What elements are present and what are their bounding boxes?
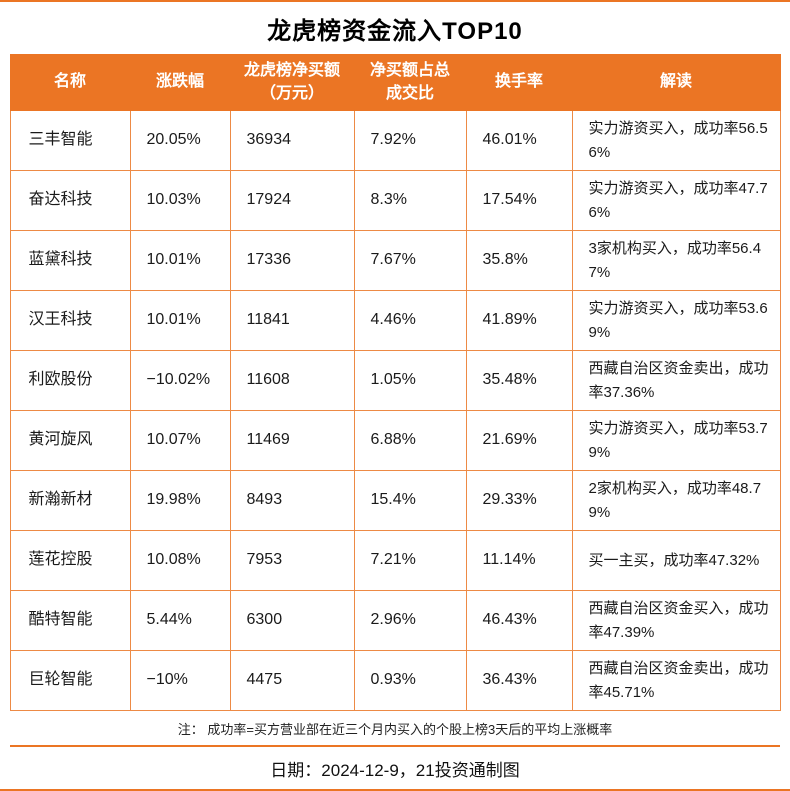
change-pct-cell: −10% bbox=[129, 650, 231, 711]
turnover-rate-cell: 46.43% bbox=[465, 590, 573, 651]
net-buy-ratio-cell: 7.92% bbox=[353, 110, 467, 171]
interpretation-cell: 西藏自治区资金卖出，成功率45.71% bbox=[571, 650, 781, 711]
net-buy-ratio-cell: 6.88% bbox=[353, 410, 467, 471]
stock-name-cell: 奋达科技 bbox=[9, 170, 131, 231]
change-pct-cell: 10.01% bbox=[129, 230, 231, 291]
net-buy-amount-cell: 11841 bbox=[229, 290, 355, 351]
table-header: 名称 涨跌幅 龙虎榜净买额（万元） 净买额占总成交比 换手率 解读 bbox=[9, 54, 781, 111]
net-buy-amount-cell: 36934 bbox=[229, 110, 355, 171]
table-body: 三丰智能 20.05% 36934 7.92% 46.01% 实力游资买入，成功率56.5… bbox=[9, 110, 781, 711]
interpretation-cell: 西藏自治区资金买入，成功率47.39% bbox=[571, 590, 781, 651]
net-buy-ratio-cell: 2.96% bbox=[353, 590, 467, 651]
table-row: 汉王科技 10.01% 11841 4.46% 41.89% 实力游资买入，成功率53.6… bbox=[9, 290, 781, 351]
stock-name-cell: 黄河旋风 bbox=[9, 410, 131, 471]
note-divider bbox=[10, 745, 780, 747]
change-pct-cell: 5.44% bbox=[129, 590, 231, 651]
net-buy-amount-cell: 7953 bbox=[229, 530, 355, 591]
net-buy-amount-cell: 17336 bbox=[229, 230, 355, 291]
change-pct-cell: 10.03% bbox=[129, 170, 231, 231]
turnover-rate-cell: 35.48% bbox=[465, 350, 573, 411]
change-pct-cell: 10.07% bbox=[129, 410, 231, 471]
net-buy-amount-cell: 11608 bbox=[229, 350, 355, 411]
interpretation-cell: 买一主买，成功率47.32% bbox=[571, 530, 781, 591]
net-buy-ratio-cell: 15.4% bbox=[353, 470, 467, 531]
turnover-rate-cell: 17.54% bbox=[465, 170, 573, 231]
net-buy-ratio-cell: 8.3% bbox=[353, 170, 467, 231]
column-header-net-buy-amount: 龙虎榜净买额（万元） bbox=[229, 54, 355, 111]
table-row: 巨轮智能 −10% 4475 0.93% 36.43% 西藏自治区资金卖出，成功率45.7… bbox=[9, 650, 781, 711]
net-buy-amount-cell: 8493 bbox=[229, 470, 355, 531]
net-buy-ratio-cell: 4.46% bbox=[353, 290, 467, 351]
column-header-net-buy-ratio: 净买额占总成交比 bbox=[353, 54, 467, 111]
header-row: 名称 涨跌幅 龙虎榜净买额（万元） 净买额占总成交比 换手率 解读 bbox=[9, 54, 781, 111]
change-pct-cell: 20.05% bbox=[129, 110, 231, 171]
interpretation-cell: 3家机构买入，成功率56.47% bbox=[571, 230, 781, 291]
net-buy-ratio-cell: 0.93% bbox=[353, 650, 467, 711]
net-buy-ratio-cell: 7.67% bbox=[353, 230, 467, 291]
interpretation-cell: 实力游资买入，成功率47.76% bbox=[571, 170, 781, 231]
change-pct-cell: 19.98% bbox=[129, 470, 231, 531]
net-buy-amount-cell: 17924 bbox=[229, 170, 355, 231]
table-row: 酷特智能 5.44% 6300 2.96% 46.43% 西藏自治区资金买入，成功率47.… bbox=[9, 590, 781, 651]
net-buy-ratio-cell: 7.21% bbox=[353, 530, 467, 591]
net-buy-amount-cell: 4475 bbox=[229, 650, 355, 711]
net-buy-amount-cell: 11469 bbox=[229, 410, 355, 471]
column-header-stock-name: 名称 bbox=[9, 54, 131, 111]
change-pct-cell: 10.01% bbox=[129, 290, 231, 351]
turnover-rate-cell: 35.8% bbox=[465, 230, 573, 291]
net-buy-ratio-cell: 1.05% bbox=[353, 350, 467, 411]
stock-name-cell: 三丰智能 bbox=[9, 110, 131, 171]
interpretation-cell: 实力游资买入，成功率56.56% bbox=[571, 110, 781, 171]
change-pct-cell: 10.08% bbox=[129, 530, 231, 591]
table-row: 利欧股份 −10.02% 11608 1.05% 35.48% 西藏自治区资金卖出，成功率… bbox=[9, 350, 781, 411]
turnover-rate-cell: 29.33% bbox=[465, 470, 573, 531]
column-header-turnover-rate: 换手率 bbox=[465, 54, 573, 111]
net-buy-amount-cell: 6300 bbox=[229, 590, 355, 651]
table-row: 三丰智能 20.05% 36934 7.92% 46.01% 实力游资买入，成功率56.5… bbox=[9, 110, 781, 171]
footer-date: 日期：2024-12-9，21投资通制图 bbox=[270, 761, 520, 780]
turnover-rate-cell: 11.14% bbox=[465, 530, 573, 591]
stock-name-cell: 莲花控股 bbox=[9, 530, 131, 591]
column-header-interpretation: 解读 bbox=[571, 54, 781, 111]
turnover-rate-cell: 21.69% bbox=[465, 410, 573, 471]
stock-name-cell: 新瀚新材 bbox=[9, 470, 131, 531]
top-divider bbox=[0, 0, 790, 2]
stock-name-cell: 汉王科技 bbox=[9, 290, 131, 351]
table-row: 奋达科技 10.03% 17924 8.3% 17.54% 实力游资买入，成功率47.76… bbox=[9, 170, 781, 231]
page-title: 龙虎榜资金流入TOP10 bbox=[267, 18, 523, 45]
interpretation-cell: 实力游资买入，成功率53.69% bbox=[571, 290, 781, 351]
interpretation-cell: 2家机构买入，成功率48.79% bbox=[571, 470, 781, 531]
stock-name-cell: 酷特智能 bbox=[9, 590, 131, 651]
turnover-rate-cell: 46.01% bbox=[465, 110, 573, 171]
table-row: 黄河旋风 10.07% 11469 6.88% 21.69% 实力游资买入，成功率53.7… bbox=[9, 410, 781, 471]
turnover-rate-cell: 36.43% bbox=[465, 650, 573, 711]
column-header-change-pct: 涨跌幅 bbox=[129, 54, 231, 111]
interpretation-cell: 实力游资买入，成功率53.79% bbox=[571, 410, 781, 471]
turnover-rate-cell: 41.89% bbox=[465, 290, 573, 351]
table-row: 莲花控股 10.08% 7953 7.21% 11.14% 买一主买，成功率47.32% bbox=[9, 530, 781, 591]
fund-inflow-table: 名称 涨跌幅 龙虎榜净买额（万元） 净买额占总成交比 换手率 解读 三丰智能 20.05% 3… bbox=[9, 54, 781, 711]
footnote: 注： 成功率=买方营业部在近三个月内买入的个股上榜3天后的平均上涨概率 bbox=[177, 722, 613, 737]
table-row: 蓝黛科技 10.01% 17336 7.67% 35.8% 3家机构买入，成功率56.47… bbox=[9, 230, 781, 291]
stock-name-cell: 利欧股份 bbox=[9, 350, 131, 411]
interpretation-cell: 西藏自治区资金卖出，成功率37.36% bbox=[571, 350, 781, 411]
table-row: 新瀚新材 19.98% 8493 15.4% 29.33% 2家机构买入，成功率48.79… bbox=[9, 470, 781, 531]
stock-name-cell: 巨轮智能 bbox=[9, 650, 131, 711]
stock-name-cell: 蓝黛科技 bbox=[9, 230, 131, 291]
change-pct-cell: −10.02% bbox=[129, 350, 231, 411]
